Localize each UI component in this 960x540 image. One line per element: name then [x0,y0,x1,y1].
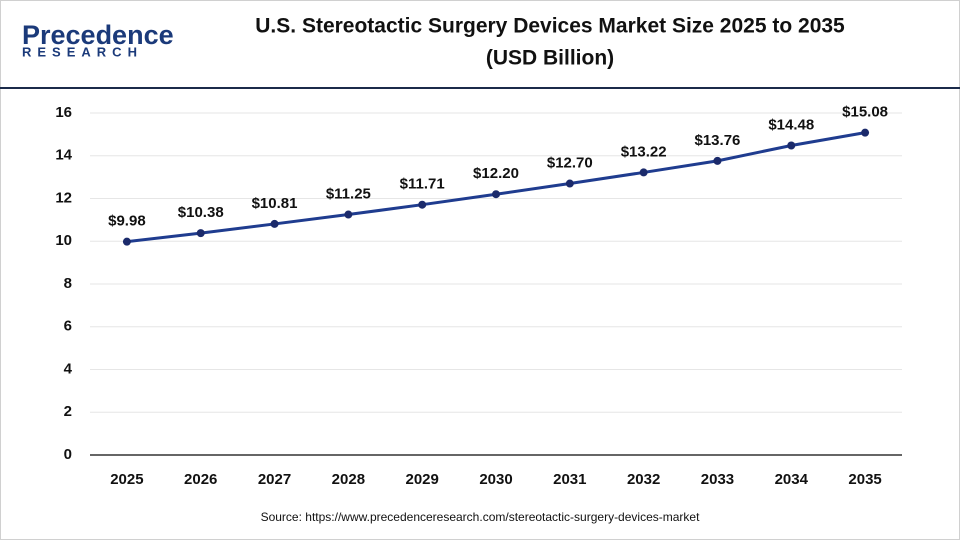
x-tick-label: 2028 [332,471,365,488]
data-label: $13.22 [621,143,667,160]
y-tick-label: 2 [64,403,72,420]
point [196,229,205,238]
x-tick-label: 2034 [775,471,809,488]
logo-name: Precedence [22,20,174,50]
point [639,168,648,177]
data-label: $13.76 [695,132,741,149]
x-tick-label: 2033 [701,471,734,488]
y-tick-label: 16 [55,104,72,121]
data-label: $11.25 [326,186,371,203]
y-tick-label: 8 [64,275,72,292]
x-tick-label: 2035 [848,471,881,488]
data-label: $12.20 [473,165,519,182]
point [122,237,131,246]
source: Source: https://www.precedenceresearch.c… [261,510,701,524]
y-tick-label: 0 [64,446,72,463]
point [418,200,427,209]
point [787,141,796,150]
point [713,156,722,165]
x-tick-label: 2026 [184,471,217,488]
point [861,128,870,137]
x-tick-label: 2029 [405,471,438,488]
data-label: $14.48 [768,116,814,133]
data-label: $15.08 [842,104,888,121]
point [344,210,353,219]
data-label: $11.71 [400,176,445,193]
data-label: $12.70 [547,155,593,172]
logo-tagline: RESEARCH [22,44,143,59]
data-label: $10.81 [252,195,298,212]
y-tick-label: 10 [55,232,72,249]
chart-title: U.S. Stereotactic Surgery Devices Market… [255,15,845,38]
y-tick-label: 4 [64,360,73,377]
point [492,190,500,199]
x-tick-label: 2030 [479,471,512,488]
point [565,179,574,188]
y-tick-label: 6 [64,318,72,335]
x-tick-label: 2032 [627,471,660,488]
chart-title: (USD Billion) [486,47,614,70]
x-tick-label: 2027 [258,471,291,488]
data-label: $10.38 [178,204,224,221]
data-label: $9.98 [108,213,146,230]
x-tick-label: 2031 [553,471,586,488]
x-tick-label: 2025 [110,471,143,488]
y-tick-label: 14 [55,147,72,164]
point [270,219,279,228]
y-tick-label: 12 [55,189,72,206]
